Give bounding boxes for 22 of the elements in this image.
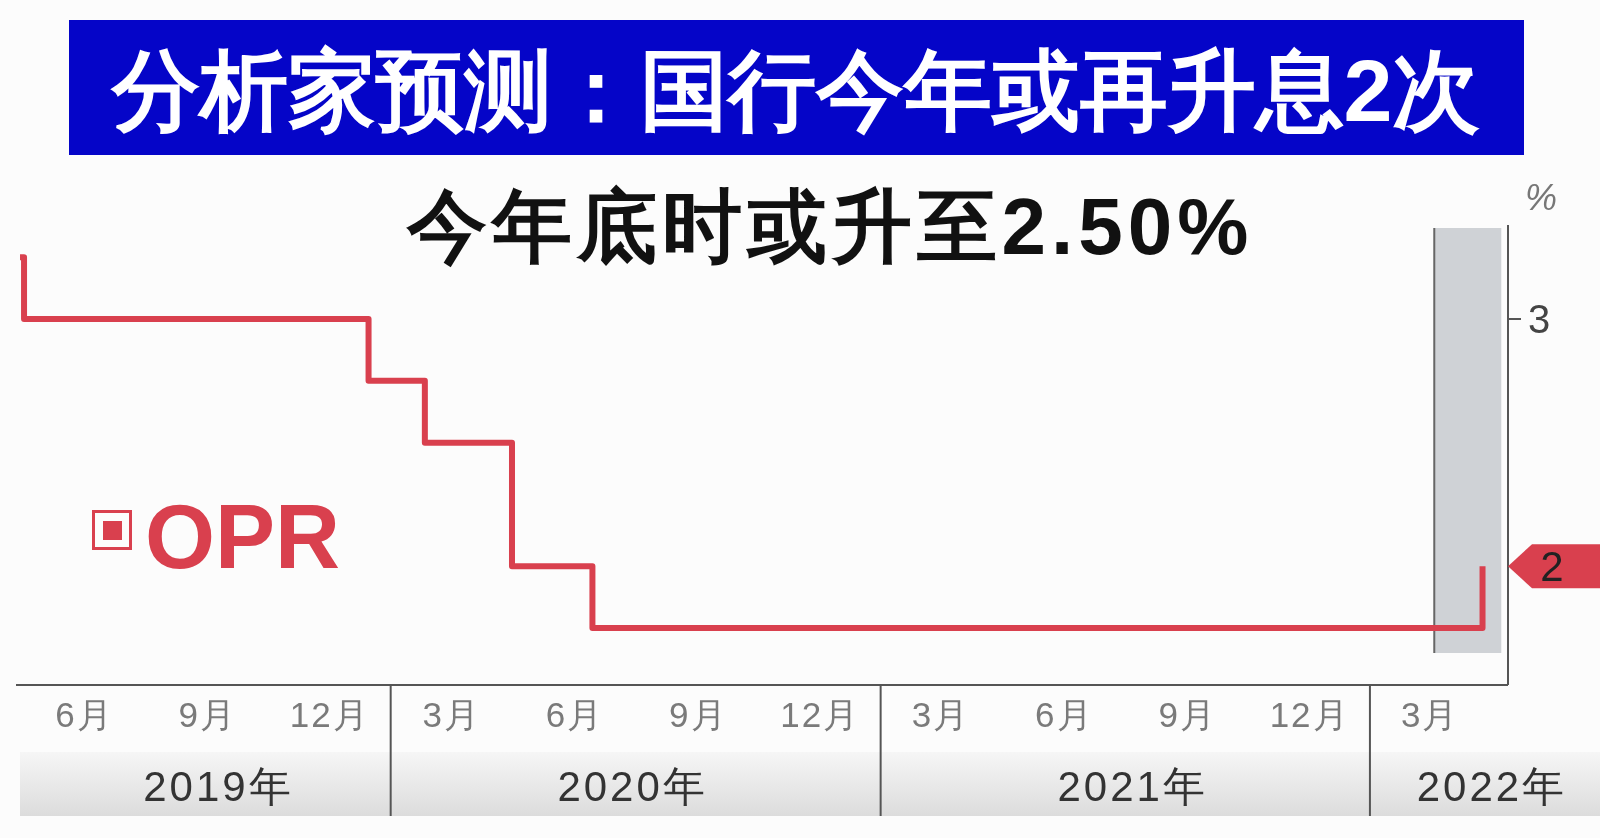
x2-tick-label: 2021年	[1057, 763, 1208, 810]
legend-label: OPR	[145, 487, 341, 587]
x2-tick-label: 2019年	[143, 763, 294, 810]
x-tick-label: 9月	[1158, 695, 1217, 734]
y-axis-title: %	[1524, 176, 1558, 218]
x-tick-label: 6月	[1035, 695, 1094, 734]
y-tick-label: 3	[1527, 296, 1551, 341]
x-tick-label: 3月	[422, 695, 481, 734]
x-tick-label: 12月	[289, 695, 370, 734]
x-tick-label: 12月	[1269, 695, 1350, 734]
y-tick-label: 2	[1540, 542, 1564, 590]
x-tick-label: 9月	[669, 695, 728, 734]
x-tick-label: 9月	[178, 695, 237, 734]
x2-tick-label: 2022年	[1416, 763, 1568, 810]
x-tick-label: 12月	[780, 695, 861, 734]
chart-subtitle: 今年底时或升至2.50%	[405, 182, 1254, 271]
x-tick-label: 6月	[55, 695, 114, 734]
x-tick-label: 3月	[911, 695, 971, 734]
chart-title: 分析家预测：国行今年或再升息2次	[109, 41, 1481, 140]
x2-tick-label: 2020年	[557, 763, 708, 810]
x-tick-label: 3月	[1401, 695, 1460, 734]
x-tick-label: 6月	[545, 695, 605, 734]
